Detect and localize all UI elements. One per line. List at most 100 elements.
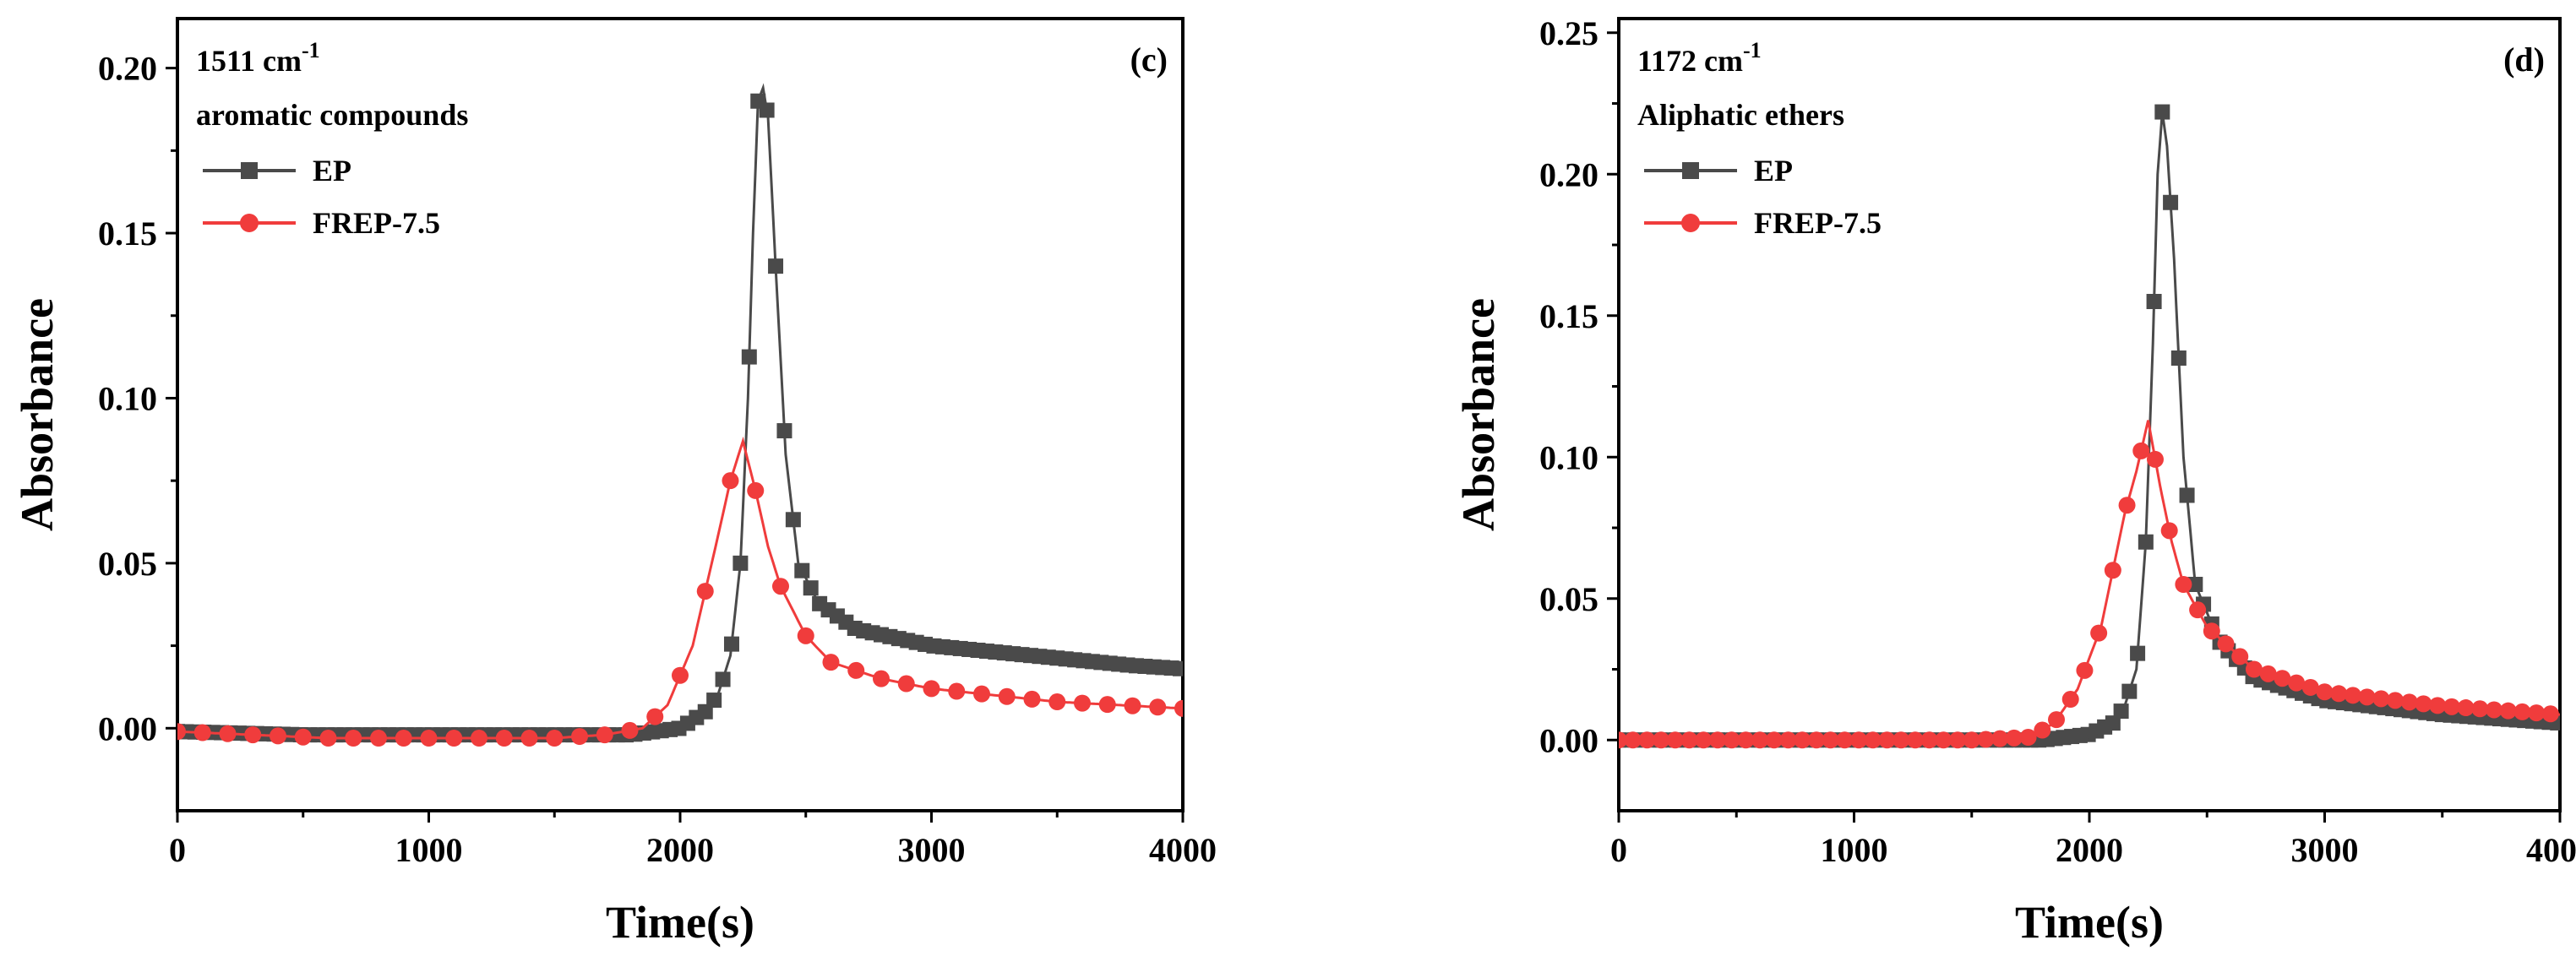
data-point-frep xyxy=(822,654,840,671)
data-point-frep xyxy=(2330,685,2348,703)
annotation-wavenumber-text: 1172 cm xyxy=(1637,44,1743,78)
data-point-ep xyxy=(732,555,749,571)
data-point-frep xyxy=(177,723,186,741)
x-tick-label: 0 xyxy=(1610,831,1627,869)
legend-label: FREP-7.5 xyxy=(1754,206,1882,240)
data-point-ep xyxy=(697,703,713,720)
data-point-frep xyxy=(2231,648,2249,665)
data-point-frep xyxy=(294,728,312,746)
data-point-frep xyxy=(1619,731,1627,749)
data-point-frep xyxy=(2118,497,2136,514)
data-point-frep xyxy=(1666,731,1684,749)
data-point-frep xyxy=(520,730,538,747)
data-point-frep xyxy=(345,730,362,747)
data-point-frep xyxy=(973,685,990,703)
data-point-frep xyxy=(395,730,412,747)
x-axis-title: Time(s) xyxy=(2015,897,2164,948)
data-point-ep xyxy=(2113,703,2129,720)
data-point-frep xyxy=(1963,731,1980,749)
data-point-frep xyxy=(546,730,564,747)
data-point-ep xyxy=(794,562,810,578)
x-tick-label: 2000 xyxy=(2056,831,2123,869)
data-point-frep xyxy=(873,670,890,687)
data-point-ep xyxy=(785,512,801,528)
data-point-frep xyxy=(2217,635,2235,653)
data-point-frep xyxy=(847,661,865,679)
data-point-frep xyxy=(2274,670,2291,687)
data-point-frep xyxy=(672,666,689,684)
data-point-frep xyxy=(2090,624,2108,642)
series-group xyxy=(177,83,1183,747)
data-point-frep xyxy=(2358,688,2376,706)
data-point-frep xyxy=(2175,576,2192,593)
series-group xyxy=(1619,104,2560,749)
data-point-frep xyxy=(1765,731,1783,749)
data-point-frep xyxy=(1723,731,1740,749)
data-point-ep xyxy=(2121,683,2138,699)
annotation-wavenumber: 1511 cm-1 xyxy=(196,38,320,78)
data-point-frep xyxy=(2429,697,2447,714)
data-point-ep xyxy=(2154,104,2170,120)
data-point-frep xyxy=(1935,731,1952,749)
data-point-frep xyxy=(2104,562,2121,579)
data-point-ep xyxy=(759,102,775,118)
data-point-frep xyxy=(1624,731,1642,749)
data-point-ep xyxy=(768,258,784,274)
data-point-frep xyxy=(923,680,940,698)
data-point-frep xyxy=(571,728,588,746)
data-point-frep xyxy=(2443,698,2460,715)
annotation-wavenumber: 1172 cm-1 xyxy=(1637,38,1762,78)
y-tick-label: 0.00 xyxy=(98,709,157,747)
data-point-frep xyxy=(1836,731,1854,749)
y-axis-title: Absorbance xyxy=(12,298,63,531)
data-point-frep xyxy=(897,675,915,693)
data-point-frep xyxy=(319,730,337,747)
data-point-ep xyxy=(2187,577,2203,592)
data-point-frep xyxy=(2189,601,2207,619)
data-point-frep xyxy=(1149,698,1167,716)
data-point-ep xyxy=(2550,714,2560,731)
data-point-frep xyxy=(193,724,211,741)
data-point-frep xyxy=(596,726,613,744)
data-point-frep xyxy=(2048,711,2066,729)
x-tick-label: 1000 xyxy=(1821,831,1888,869)
data-point-frep xyxy=(2019,729,2037,747)
data-point-frep xyxy=(2457,699,2475,717)
data-point-frep xyxy=(1779,731,1797,749)
data-point-frep xyxy=(2513,703,2531,720)
y-tick-label: 0.15 xyxy=(98,215,157,253)
data-point-frep xyxy=(797,627,814,644)
data-point-frep xyxy=(1991,730,2009,747)
data-point-frep xyxy=(696,583,714,600)
x-tick-label: 3000 xyxy=(2291,831,2359,869)
data-point-frep xyxy=(1048,693,1066,711)
legend-label: FREP-7.5 xyxy=(313,206,440,240)
data-point-frep xyxy=(1708,731,1726,749)
plot-frame xyxy=(1617,17,2562,812)
data-point-frep xyxy=(621,721,639,739)
data-point-frep xyxy=(219,725,237,742)
data-point-ep xyxy=(715,671,731,687)
data-point-frep xyxy=(722,472,739,490)
data-point-frep xyxy=(2259,665,2277,682)
data-point-frep xyxy=(772,578,789,595)
data-point-ep xyxy=(2163,194,2179,210)
data-point-frep xyxy=(1850,731,1868,749)
data-point-frep xyxy=(948,682,966,700)
data-point-frep xyxy=(2288,674,2306,692)
data-point-frep xyxy=(270,727,286,745)
data-point-frep xyxy=(2528,704,2546,722)
data-point-frep xyxy=(1174,699,1183,717)
annotation-superscript: -1 xyxy=(302,38,320,62)
x-tick-label: 0 xyxy=(169,831,186,869)
x-tick-label: 1000 xyxy=(395,831,463,869)
annotation-wavenumber-text: 1511 cm xyxy=(196,44,302,78)
data-point-frep xyxy=(2034,721,2051,739)
legend-label: EP xyxy=(1754,154,1793,187)
data-point-frep xyxy=(495,730,513,747)
x-tick-label: 4000 xyxy=(2526,831,2576,869)
data-point-ep xyxy=(2105,715,2121,731)
data-point-frep xyxy=(2061,691,2079,709)
data-point-frep xyxy=(2541,705,2559,723)
annotation-compound: Aliphatic ethers xyxy=(1637,98,1844,132)
